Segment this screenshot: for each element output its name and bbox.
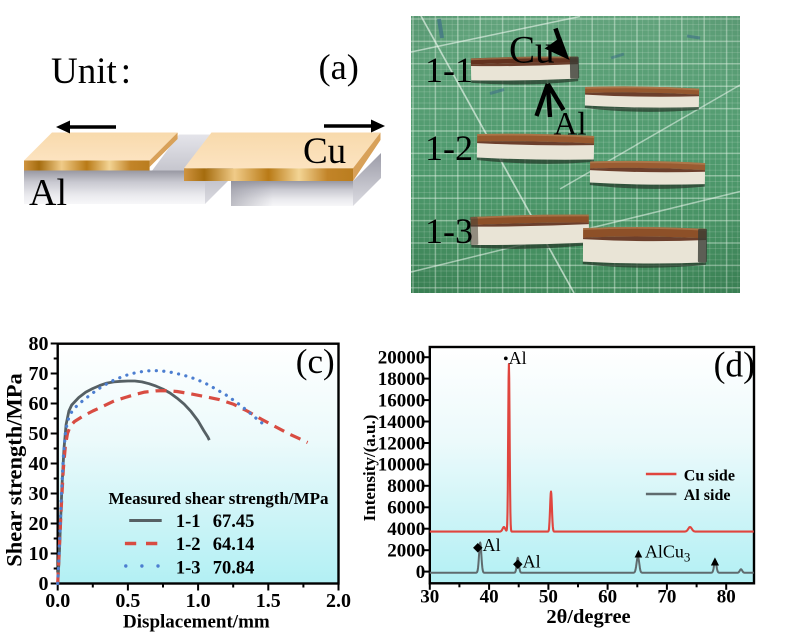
svg-text:10000: 10000 (378, 455, 426, 476)
svg-text:70: 70 (29, 363, 49, 385)
svg-text:2θ/degree: 2θ/degree (546, 606, 630, 628)
svg-text:(d): (d) (714, 345, 755, 385)
svg-text:Al: Al (29, 172, 67, 214)
svg-text:Cu: Cu (509, 29, 555, 72)
svg-text:16000: 16000 (378, 390, 426, 411)
svg-text:◆Al: ◆Al (473, 535, 501, 555)
svg-text:64.14: 64.14 (213, 535, 255, 555)
svg-text:1-2: 1-2 (176, 535, 201, 555)
svg-text:30: 30 (29, 483, 49, 505)
svg-text:1-1: 1-1 (425, 50, 473, 90)
svg-text:1-2: 1-2 (425, 128, 473, 168)
svg-text:20: 20 (29, 513, 49, 535)
svg-text:18000: 18000 (378, 369, 426, 390)
svg-text:0.0: 0.0 (45, 590, 70, 612)
svg-text:80: 80 (29, 333, 49, 355)
svg-text:▲AlCu3: ▲AlCu3 (632, 542, 690, 565)
svg-text:60: 60 (598, 587, 617, 608)
svg-text:(a): (a) (319, 47, 359, 87)
svg-text:Cu: Cu (303, 131, 346, 172)
svg-text:0: 0 (416, 562, 426, 583)
svg-text:Displacement/mm: Displacement/mm (123, 611, 270, 632)
svg-text:1-3: 1-3 (176, 559, 201, 579)
svg-text:(c): (c) (296, 342, 335, 381)
svg-text:30: 30 (420, 587, 439, 608)
svg-text:80: 80 (717, 587, 736, 608)
svg-text:Cu side: Cu side (684, 468, 735, 485)
svg-text:40: 40 (29, 453, 49, 475)
svg-text:0: 0 (39, 573, 49, 595)
svg-text:40: 40 (480, 587, 499, 608)
svg-text:Al: Al (554, 107, 587, 143)
svg-text:12000: 12000 (378, 433, 426, 454)
svg-text:70: 70 (657, 587, 676, 608)
svg-text:10: 10 (29, 543, 49, 565)
svg-text:1.5: 1.5 (256, 590, 281, 612)
svg-text:▲: ▲ (708, 555, 722, 570)
svg-text:2.0: 2.0 (326, 590, 351, 612)
svg-text:2000: 2000 (387, 541, 425, 562)
svg-text:50: 50 (29, 423, 49, 445)
svg-text:20000: 20000 (378, 348, 426, 369)
svg-text:Measured shear strength/MPa: Measured shear strength/MPa (109, 489, 330, 508)
svg-text:0.5: 0.5 (115, 590, 140, 612)
svg-text:8000: 8000 (387, 476, 425, 497)
svg-text:50: 50 (539, 587, 558, 608)
svg-text:Al side: Al side (684, 487, 731, 504)
svg-text:1-3: 1-3 (425, 211, 473, 251)
svg-text:Unit:: Unit: (51, 51, 131, 92)
svg-text:•Al: •Al (503, 348, 527, 368)
svg-text:1-1: 1-1 (176, 512, 201, 532)
svg-text:1.0: 1.0 (186, 590, 211, 612)
svg-text:◆Al: ◆Al (513, 552, 541, 572)
svg-text:4000: 4000 (387, 519, 425, 540)
svg-text:Shear strength/MPa: Shear strength/MPa (1, 373, 26, 567)
svg-text:60: 60 (29, 393, 49, 415)
svg-text:6000: 6000 (387, 498, 425, 519)
svg-text:70.84: 70.84 (213, 559, 255, 579)
svg-text:67.45: 67.45 (213, 512, 255, 532)
svg-text:Intensity/(a.u.): Intensity/(a.u.) (360, 415, 379, 522)
svg-text:14000: 14000 (378, 412, 426, 433)
